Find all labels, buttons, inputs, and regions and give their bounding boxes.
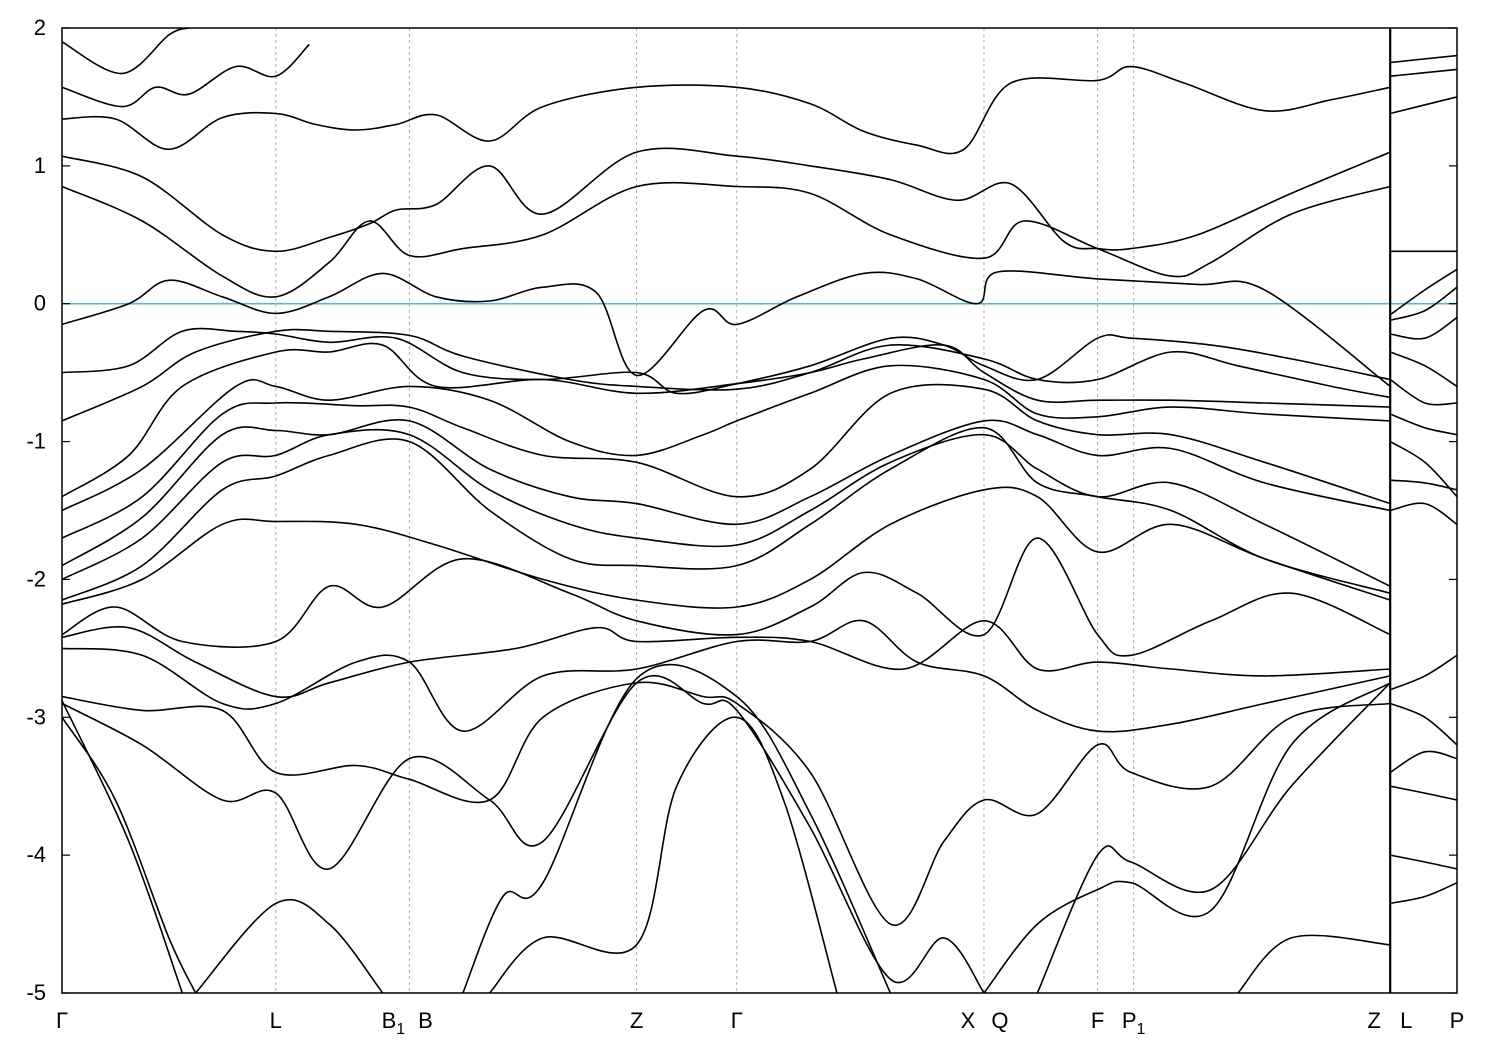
x-tick-label-main: B [418,1008,433,1033]
x-tick-label: Z [1367,1008,1380,1033]
band-line [195,898,384,993]
x-tick-label: B1 [382,1008,406,1038]
band-line [62,147,1391,253]
band-line [1390,881,1458,905]
y-tick-label: -3 [26,704,46,729]
band-line [62,674,985,993]
x-tick-label-main: L [270,1008,282,1033]
x-tick-label: L [270,1008,282,1033]
band-line [62,619,1391,733]
band-line [62,65,1391,155]
band-line [1390,68,1458,77]
x-axis: Γ L B1 B Z Γ X Q F P1 Z L P [56,1008,1464,1038]
band-line [62,428,1391,588]
band-line [62,620,1391,699]
band-line [1390,286,1458,322]
band-line [62,700,184,993]
y-tick-label: -2 [26,566,46,591]
y-axis: -5 -4 -3 -2 -1 0 1 2 [26,15,1457,1005]
band-line [62,681,1391,927]
band-line [1390,654,1458,691]
band-line [62,537,1391,657]
x-tick-label: B [418,1008,433,1033]
band-line [62,383,1391,539]
x-tick-label-main: X [961,1008,976,1033]
band-line [489,716,838,993]
x-tick-label: Z [630,1008,643,1033]
x-tick-label: F [1091,1008,1104,1033]
x-tick-label: Γ [56,1008,68,1033]
x-tick-label-main: Γ [731,1008,743,1033]
band-line [1390,785,1458,801]
band-layer [62,28,1458,993]
band-line [62,327,1391,395]
x-tick-label: P [1450,1008,1465,1033]
x-tick-label-main: P [1450,1008,1465,1033]
band-line [1237,934,1391,993]
band-line [1390,502,1458,525]
band-line [62,28,190,75]
band-line [62,43,310,108]
x-tick-label-subscript: 1 [396,1021,405,1038]
x-tick-label-main: Z [1367,1008,1380,1033]
x-tick-label-main: Z [630,1008,643,1033]
x-tick-label-main: P [1122,1008,1137,1033]
band-line [62,181,1391,298]
band-line [1036,682,1391,993]
band-line [1390,96,1458,115]
band-line [1390,440,1458,498]
band-line [983,682,1391,993]
x-tick-label-main: L [1400,1008,1412,1033]
x-tick-label: L [1400,1008,1412,1033]
plot-frame [61,27,1458,994]
band-line [1390,854,1458,870]
band-line [1390,479,1458,491]
x-tick-label-main: B [382,1008,397,1033]
x-tick-label-subscript: 1 [1137,1021,1146,1038]
band-line [1390,702,1458,746]
band-line [62,419,1391,567]
band-line [1390,268,1458,316]
band-line [1390,413,1458,436]
grid-layer [275,28,1135,993]
x-tick-label: X [961,1008,976,1033]
band-line [1390,316,1458,340]
x-tick-label: P1 [1122,1008,1146,1038]
y-tick-label: 0 [34,291,46,316]
band-line [62,426,1391,601]
y-tick-label: -4 [26,842,46,867]
y-tick-label: 1 [34,153,46,178]
x-tick-label-main: F [1091,1008,1104,1033]
x-tick-label-main: Q [991,1008,1008,1033]
band-line [1390,351,1458,388]
band-line [1390,750,1458,774]
x-tick-label-main: Γ [56,1008,68,1033]
band-line [462,663,892,993]
band-line [62,270,1391,388]
band-line [62,342,1391,498]
band-line [1390,378,1458,406]
y-tick-label: -5 [26,980,46,1005]
band-line [62,716,197,993]
x-tick-label: Γ [731,1008,743,1033]
y-tick-label: 2 [34,15,46,40]
y-tick-label: -1 [26,429,46,454]
band-line [62,486,1391,609]
x-tick-label: Q [991,1008,1008,1033]
band-line [62,364,1391,512]
band-line [1390,54,1458,64]
band-line [62,328,1391,422]
frame-layer [61,27,1458,994]
